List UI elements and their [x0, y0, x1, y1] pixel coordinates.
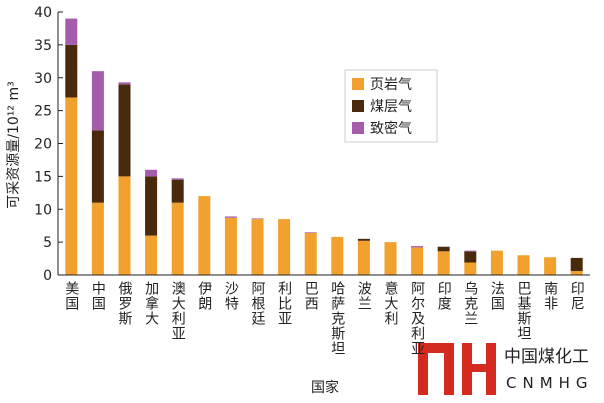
bar-segment — [411, 246, 424, 248]
bar-segment — [118, 84, 131, 177]
bar-segment — [118, 176, 131, 275]
x-tick-label: 意大利 — [383, 280, 399, 326]
x-tick-label: 法国 — [489, 281, 505, 311]
x-tick-label: 澳大利亚 — [170, 281, 186, 341]
bar-segment — [357, 240, 370, 275]
bar-segment — [65, 44, 78, 98]
bar-segment — [224, 217, 237, 275]
bar-segment — [251, 218, 264, 220]
bar-segment — [171, 178, 184, 180]
bar-segment — [464, 250, 477, 252]
bar-segment — [145, 176, 158, 236]
y-tick-label: 10 — [34, 202, 52, 218]
bar-segment — [544, 257, 557, 275]
bar-segment — [331, 236, 344, 275]
x-tick-label: 中国 — [90, 281, 106, 311]
watermark-logo — [418, 343, 496, 395]
bar-segment — [91, 71, 104, 131]
y-tick-label: 30 — [34, 71, 52, 87]
x-tick-label: 阿根廷 — [250, 281, 266, 326]
bar-segment — [278, 219, 291, 275]
x-tick-label: 巴西 — [303, 281, 319, 311]
bar-segment — [464, 262, 477, 275]
legend-label: 页岩气 — [370, 77, 412, 93]
x-tick-label: 印尼 — [569, 281, 585, 311]
x-tick-label: 南非 — [542, 281, 558, 311]
bar-segment — [411, 247, 424, 275]
x-tick-label: 美国 — [63, 281, 79, 311]
x-tick-label: 印度 — [436, 281, 452, 311]
y-tick-label: 25 — [34, 104, 52, 120]
x-tick-label: 俄罗斯 — [117, 281, 133, 326]
x-tick-label: 巴基斯坦 — [516, 281, 532, 341]
legend-box — [344, 69, 438, 143]
bar-segment — [65, 18, 78, 45]
legend-label: 致密气 — [370, 120, 412, 137]
bar-segment — [304, 232, 317, 233]
bar-segment — [145, 235, 158, 275]
y-tick-label: 5 — [43, 235, 52, 251]
watermark-cn: 中国煤化工 — [504, 347, 589, 367]
y-axis-title: 可采资源量/10¹² m³ — [6, 81, 22, 208]
bar-segment — [570, 271, 583, 275]
legend-swatch — [352, 100, 364, 112]
bar-segment — [570, 257, 583, 272]
bar-segment — [490, 250, 503, 275]
bar-segment — [171, 179, 184, 203]
y-tick-label: 35 — [34, 38, 52, 54]
x-tick-label: 利比亚 — [276, 281, 292, 326]
x-tick-label: 沙特 — [223, 281, 239, 311]
bar-segment — [224, 216, 237, 218]
x-tick-label: 波兰 — [356, 281, 372, 311]
x-axis-title: 国家 — [311, 379, 339, 396]
x-tick-label: 加拿大 — [143, 281, 159, 326]
bar-segment — [198, 196, 211, 275]
bar-segment — [118, 82, 131, 85]
bar-segment — [91, 202, 104, 275]
legend-label: 煤层气 — [370, 99, 412, 115]
bar-segment — [437, 246, 450, 252]
y-tick-label: 40 — [34, 5, 52, 21]
bar-segment — [171, 202, 184, 275]
bar-segment — [384, 242, 397, 275]
bar-segment — [145, 169, 158, 177]
bar-segment — [304, 232, 317, 275]
y-tick-label: 15 — [34, 169, 52, 185]
y-tick-label: 0 — [43, 268, 52, 284]
bar-segment — [517, 255, 530, 275]
bar-segment — [357, 238, 370, 241]
x-tick-label: 哈萨克斯坦 — [329, 281, 345, 356]
x-tick-label: 乌克兰 — [462, 281, 478, 326]
x-tick-label: 伊朗 — [196, 281, 212, 311]
bar-segment — [91, 130, 104, 203]
watermark-en: CNMHG — [506, 374, 594, 392]
legend-swatch — [352, 122, 364, 134]
bar-segment — [464, 251, 477, 263]
y-tick-label: 20 — [34, 137, 52, 153]
bar-segment — [251, 219, 264, 275]
bar-segment — [437, 251, 450, 275]
bar-segment — [65, 97, 78, 275]
x-tick-label: 阿尔及利亚 — [409, 281, 425, 356]
legend-swatch — [352, 78, 364, 90]
